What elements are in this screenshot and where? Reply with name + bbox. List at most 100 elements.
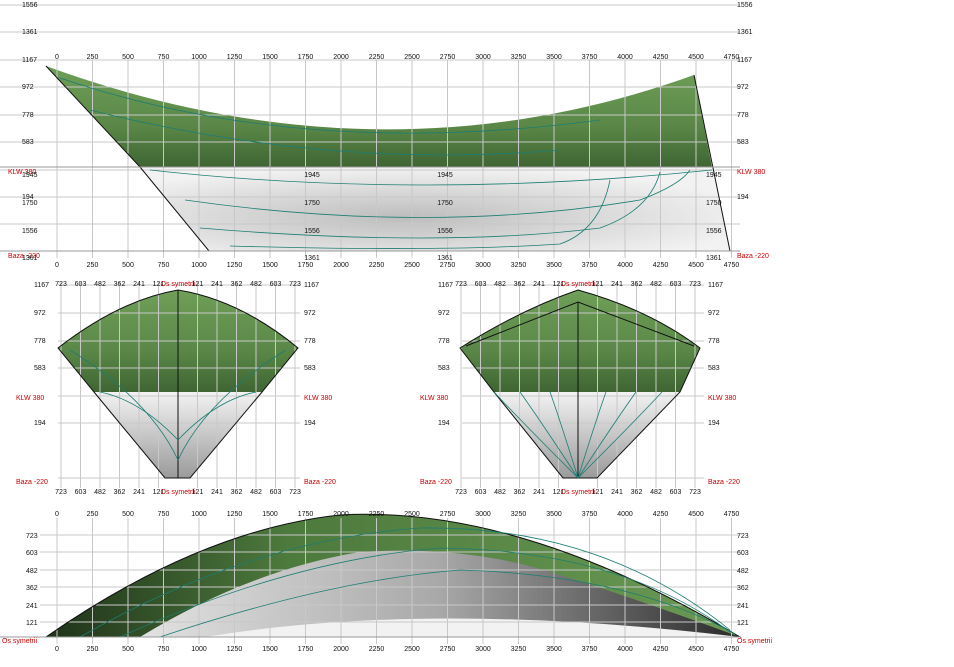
plan-x-tick-top: 1750 [298,511,314,518]
profile-underwater [140,167,730,251]
plan-x-tick-bottom: 1500 [262,646,278,653]
contour-label: 1750 [304,200,320,207]
y-tick-top: 241 [611,281,623,288]
plan-x-tick-top: 2000 [333,511,349,518]
y-tick-top: 121 [553,281,565,288]
fore-section-underwater [494,392,680,478]
z-tick-right: 1167 [708,282,723,289]
z-tick-left: 583 [438,365,450,372]
x-tick-bottom: 2750 [440,262,456,269]
y-tick-top: 362 [631,281,643,288]
y-tick-bottom: 723 [689,489,701,496]
x-tick-top: 500 [122,54,134,61]
z-tick-left: 1167 [22,57,37,64]
y-tick-top: 482 [494,281,506,288]
plan-x-tick-top: 0 [55,511,59,518]
x-tick-bottom: 4500 [688,262,704,269]
plan-y-tick-left: 723 [26,533,38,540]
plan-x-tick-bottom: 1250 [227,646,243,653]
contour-label-right: 1361 [706,255,722,262]
z-tick-left: 778 [22,112,34,119]
x-tick-top: 2250 [369,54,385,61]
x-tick-top: 3250 [511,54,527,61]
contour-label: 1945 [437,172,453,179]
y-tick-top: 603 [670,281,682,288]
y-tick-top: 121 [592,281,604,288]
contour-label-left: 1750 [22,200,38,207]
plan-y-tick-left: 482 [26,568,38,575]
plan-x-tick-bottom: 4250 [653,646,669,653]
y-tick-bottom: 121 [553,489,565,496]
x-tick-bottom: 1750 [298,262,314,269]
y-tick-top: 362 [514,281,526,288]
y-tick-top: 241 [211,281,223,288]
z-tick-right: 194 [737,194,749,201]
plan-x-tick-bottom: 1000 [191,646,207,653]
plan-x-tick-bottom: 3750 [582,646,598,653]
y-tick-top: 241 [133,281,145,288]
x-tick-top: 3500 [546,54,562,61]
plan-y-tick-right: 121 [737,620,749,627]
plan-x-tick-top: 2500 [404,511,420,518]
y-tick-bottom: 121 [192,489,204,496]
klw-label-right: KLW 380 [708,395,736,402]
plan-x-tick-top: 4750 [724,511,740,518]
klw-label-right: KLW 380 [304,395,332,402]
x-tick-bottom: 1500 [262,262,278,269]
y-tick-bottom: 482 [650,489,662,496]
body-plan-aft [57,282,300,488]
contour-label-left: 1556 [22,228,38,235]
plan-x-tick-top: 250 [87,511,99,518]
plan-x-tick-bottom: 4750 [724,646,740,653]
z-tick-left: 1556 [22,2,38,9]
klw-label-right: KLW 380 [737,169,765,176]
z-tick-left: 972 [438,310,450,317]
y-tick-bottom: 362 [514,489,526,496]
contour-label: 1556 [304,228,320,235]
klw-label-left: KLW 380 [8,169,36,176]
x-tick-top: 1250 [227,54,243,61]
klw-label-left: KLW 380 [16,395,44,402]
y-tick-top: 603 [75,281,87,288]
y-tick-bottom: 241 [133,489,145,496]
x-tick-bottom: 1000 [191,262,207,269]
x-tick-bottom: 500 [122,262,134,269]
plan-x-tick-top: 750 [158,511,170,518]
symmetry-axis-label-top: Os symetrii [561,281,596,288]
x-tick-bottom: 2000 [333,262,349,269]
plan-x-tick-top: 4500 [688,511,704,518]
plan-view [0,513,742,644]
y-tick-top: 723 [689,281,701,288]
y-tick-bottom: 241 [211,489,223,496]
y-tick-top: 723 [289,281,301,288]
plan-x-tick-bottom: 2250 [369,646,385,653]
y-tick-top: 121 [192,281,204,288]
plan-x-tick-top: 1500 [262,511,278,518]
plan-x-tick-bottom: 1750 [298,646,314,653]
plan-y-tick-left: 241 [26,603,38,610]
contour-label-left: 1361 [22,255,38,262]
x-tick-top: 750 [158,54,170,61]
plan-y-tick-right: 603 [737,550,749,557]
y-tick-top: 603 [270,281,282,288]
contour-label: 1945 [304,172,320,179]
y-tick-top: 482 [94,281,106,288]
z-tick-left: 778 [438,338,450,345]
baza-label-left: Baza -220 [8,253,40,260]
plan-x-tick-bottom: 2000 [333,646,349,653]
z-tick-right: 1167 [737,57,752,64]
z-tick-right: 778 [304,338,316,345]
x-tick-top: 4500 [688,54,704,61]
y-tick-top: 121 [153,281,165,288]
z-tick-right: 1361 [737,29,753,36]
y-tick-bottom: 603 [475,489,487,496]
x-tick-top: 0 [55,54,59,61]
x-tick-top: 3000 [475,54,491,61]
y-tick-top: 362 [231,281,243,288]
contour-label: 1361 [304,255,320,262]
plan-x-tick-top: 500 [122,511,134,518]
z-tick-right: 778 [737,112,749,119]
x-tick-bottom: 0 [55,262,59,269]
plan-x-tick-bottom: 500 [122,646,134,653]
